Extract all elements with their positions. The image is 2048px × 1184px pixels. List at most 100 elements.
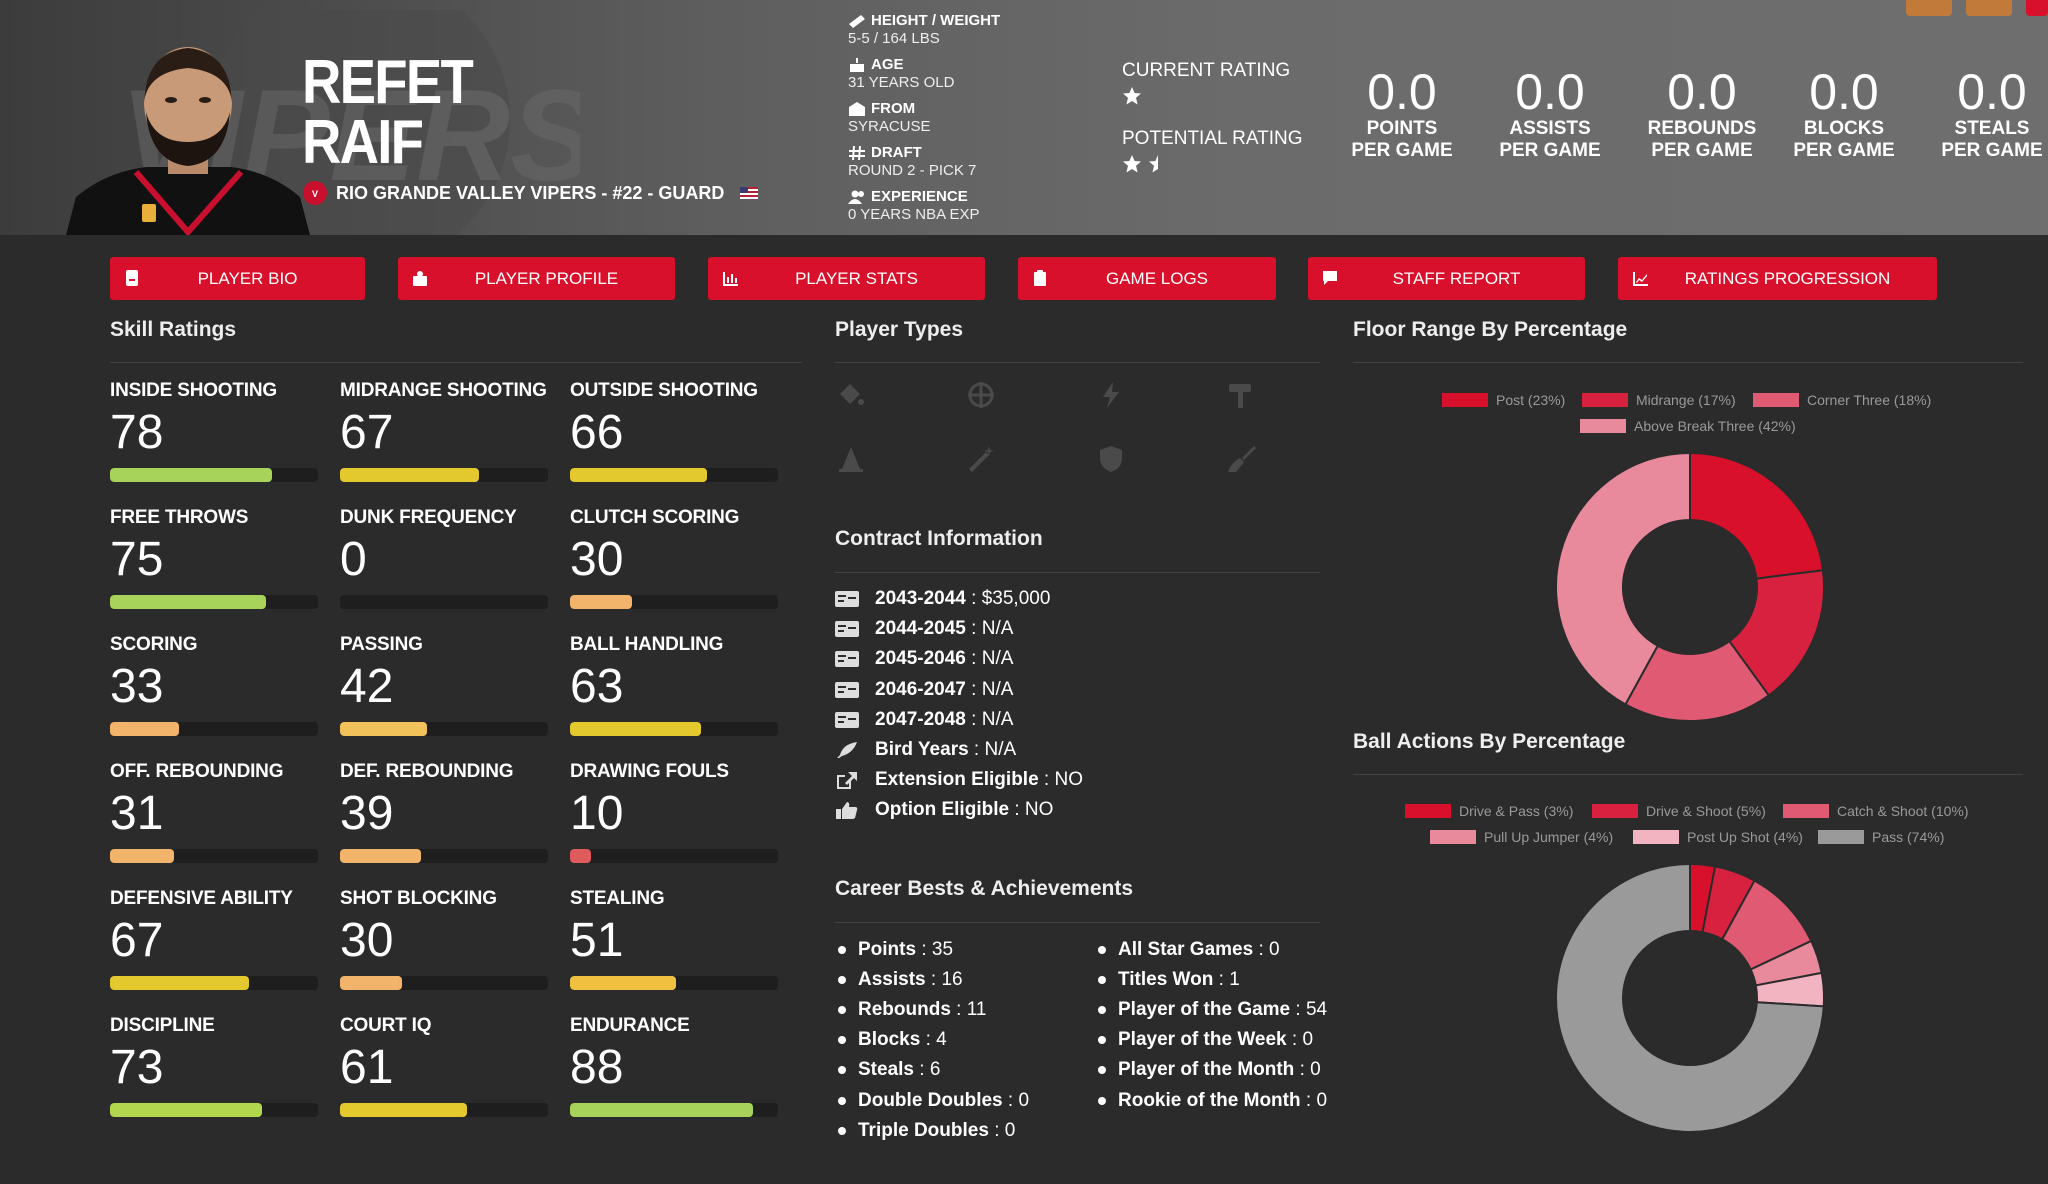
skill-bar-fill: [110, 468, 273, 482]
contract-row: 2044-2045 : N/A: [835, 618, 1013, 640]
skill-value: 75: [110, 533, 164, 586]
legend-item[interactable]: Midrange (17%): [1582, 392, 1736, 408]
legend-item[interactable]: Corner Three (18%): [1753, 392, 1931, 408]
bullet-icon: [838, 1126, 846, 1135]
skill-rating: INSIDE SHOOTING 78: [110, 380, 318, 482]
skill-value: 73: [110, 1041, 164, 1094]
skill-bar-fill: [340, 976, 403, 990]
cone-icon[interactable]: [836, 444, 866, 474]
skill-bar-fill: [570, 595, 633, 609]
corner-button-3[interactable]: [2026, 0, 2048, 16]
wand-icon[interactable]: [966, 444, 996, 474]
money-icon: [835, 621, 859, 638]
skill-name: SHOT BLOCKING: [340, 888, 497, 909]
legend-item[interactable]: Drive & Shoot (5%): [1592, 803, 1766, 819]
contract-text: 2045-2046 : N/A: [875, 648, 1014, 670]
bio-age: AGE 31 YEARS OLD: [848, 56, 954, 92]
career-text: Player of the Month : 0: [1118, 1059, 1321, 1081]
skill-bar: [570, 468, 778, 482]
lightning-icon[interactable]: [1096, 380, 1126, 410]
career-text: Steals : 6: [858, 1059, 941, 1081]
player-header: VIPERS REFET RAIF V RIO GRANDE VALLEY VI…: [0, 0, 2048, 235]
legend-item[interactable]: Drive & Pass (3%): [1405, 803, 1573, 819]
career-label: Triple Doubles: [858, 1119, 989, 1141]
skill-name: OFF. REBOUNDING: [110, 761, 284, 782]
legend-swatch: [1633, 830, 1679, 844]
skill-name: INSIDE SHOOTING: [110, 380, 277, 401]
section-divider: [1353, 774, 2023, 775]
contract-label: 2043-2044: [875, 588, 966, 609]
tab-player-bio[interactable]: PLAYER BIO: [110, 257, 365, 300]
skill-name: DEFENSIVE ABILITY: [110, 888, 293, 909]
legend-swatch: [1818, 830, 1864, 844]
hash-icon: [849, 146, 865, 160]
skill-name: DEF. REBOUNDING: [340, 761, 514, 782]
career-stat: Double Doubles : 0: [838, 1090, 1029, 1112]
legend-item[interactable]: Catch & Shoot (10%): [1783, 803, 1969, 819]
money-icon: [835, 681, 859, 698]
tab-game-logs[interactable]: GAME LOGS: [1018, 257, 1276, 300]
stat-steals: 0.0 STEALS PER GAME: [1922, 66, 2048, 162]
career-label: All Star Games: [1118, 939, 1254, 960]
tab-player-stats[interactable]: PLAYER STATS: [708, 257, 985, 300]
us-flag-icon: [740, 187, 759, 199]
legend-swatch: [1580, 419, 1626, 433]
legend-item[interactable]: Post Up Shot (4%): [1633, 829, 1803, 845]
legend-item[interactable]: Pass (74%): [1818, 829, 1944, 845]
skill-rating: MIDRANGE SHOOTING 67: [340, 380, 548, 482]
bullet-icon: [1098, 1096, 1106, 1105]
shield-icon[interactable]: [1096, 444, 1126, 474]
donut-slice[interactable]: [1555, 862, 1825, 1133]
skill-value: 31: [110, 787, 164, 840]
legend-label: Post (23%): [1496, 392, 1566, 408]
contract-label: 2044-2045: [875, 618, 966, 640]
corner-button-2[interactable]: [1966, 0, 2012, 16]
legend-item[interactable]: Post (23%): [1442, 392, 1565, 408]
tab-player-profile[interactable]: PLAYER PROFILE: [398, 257, 675, 300]
money-icon: [835, 711, 859, 728]
player-last-name: RAIF: [302, 108, 424, 177]
section-divider: [835, 362, 1320, 363]
skill-bar: [570, 1103, 778, 1117]
donut-slice[interactable]: [1555, 451, 1691, 706]
corner-button-1[interactable]: [1906, 0, 1952, 16]
skill-bar: [570, 976, 778, 990]
tab-staff-report[interactable]: STAFF REPORT: [1308, 257, 1585, 300]
skill-bar: [340, 595, 548, 609]
bio-label: HEIGHT / WEIGHT: [871, 12, 1001, 29]
hammer-icon[interactable]: [1226, 380, 1256, 410]
tab-label: GAME LOGS: [1105, 268, 1209, 288]
skill-bar: [340, 722, 548, 736]
stat-label: REBOUNDS: [1647, 118, 1757, 139]
bullet-icon: [1098, 1066, 1106, 1075]
donut-slice[interactable]: [1689, 451, 1825, 580]
legend-label: Pass (74%): [1872, 829, 1945, 845]
broom-icon[interactable]: [1226, 444, 1256, 474]
crosshair-icon[interactable]: [966, 380, 996, 410]
career-label: Blocks: [858, 1029, 921, 1051]
svg-text:V: V: [312, 189, 318, 199]
star-icon: [1123, 87, 1141, 105]
stat-points: 0.0 POINTS PER GAME: [1332, 66, 1472, 162]
career-stat: All Star Games : 0: [1098, 939, 1280, 961]
career-label: Steals: [858, 1059, 914, 1081]
player-first-name: REFET: [302, 48, 474, 117]
skill-bar: [570, 722, 778, 736]
floor-range-title: Floor Range By Percentage: [1353, 318, 1628, 341]
bullet-icon: [1098, 946, 1106, 954]
career-text: Assists : 16: [858, 969, 963, 991]
career-stat: Points : 35: [838, 939, 953, 961]
contract-label: 2046-2047: [875, 678, 966, 700]
tab-ratings-progression[interactable]: RATINGS PROGRESSION: [1618, 257, 1937, 300]
legend-item[interactable]: Pull Up Jumper (4%): [1430, 829, 1613, 845]
career-label: Rookie of the Month: [1118, 1089, 1301, 1111]
paint-icon[interactable]: [836, 380, 866, 410]
feather-icon: [837, 742, 857, 758]
ball-actions-title: Ball Actions By Percentage: [1353, 730, 1626, 753]
stat-value: 0.0: [1367, 64, 1437, 120]
contract-label: 2047-2048: [875, 708, 966, 730]
skill-name: COURT IQ: [340, 1015, 432, 1036]
career-stat: Rebounds : 11: [838, 999, 986, 1021]
skill-rating: DRAWING FOULS 10: [570, 761, 778, 863]
legend-item[interactable]: Above Break Three (42%): [1580, 418, 1796, 434]
